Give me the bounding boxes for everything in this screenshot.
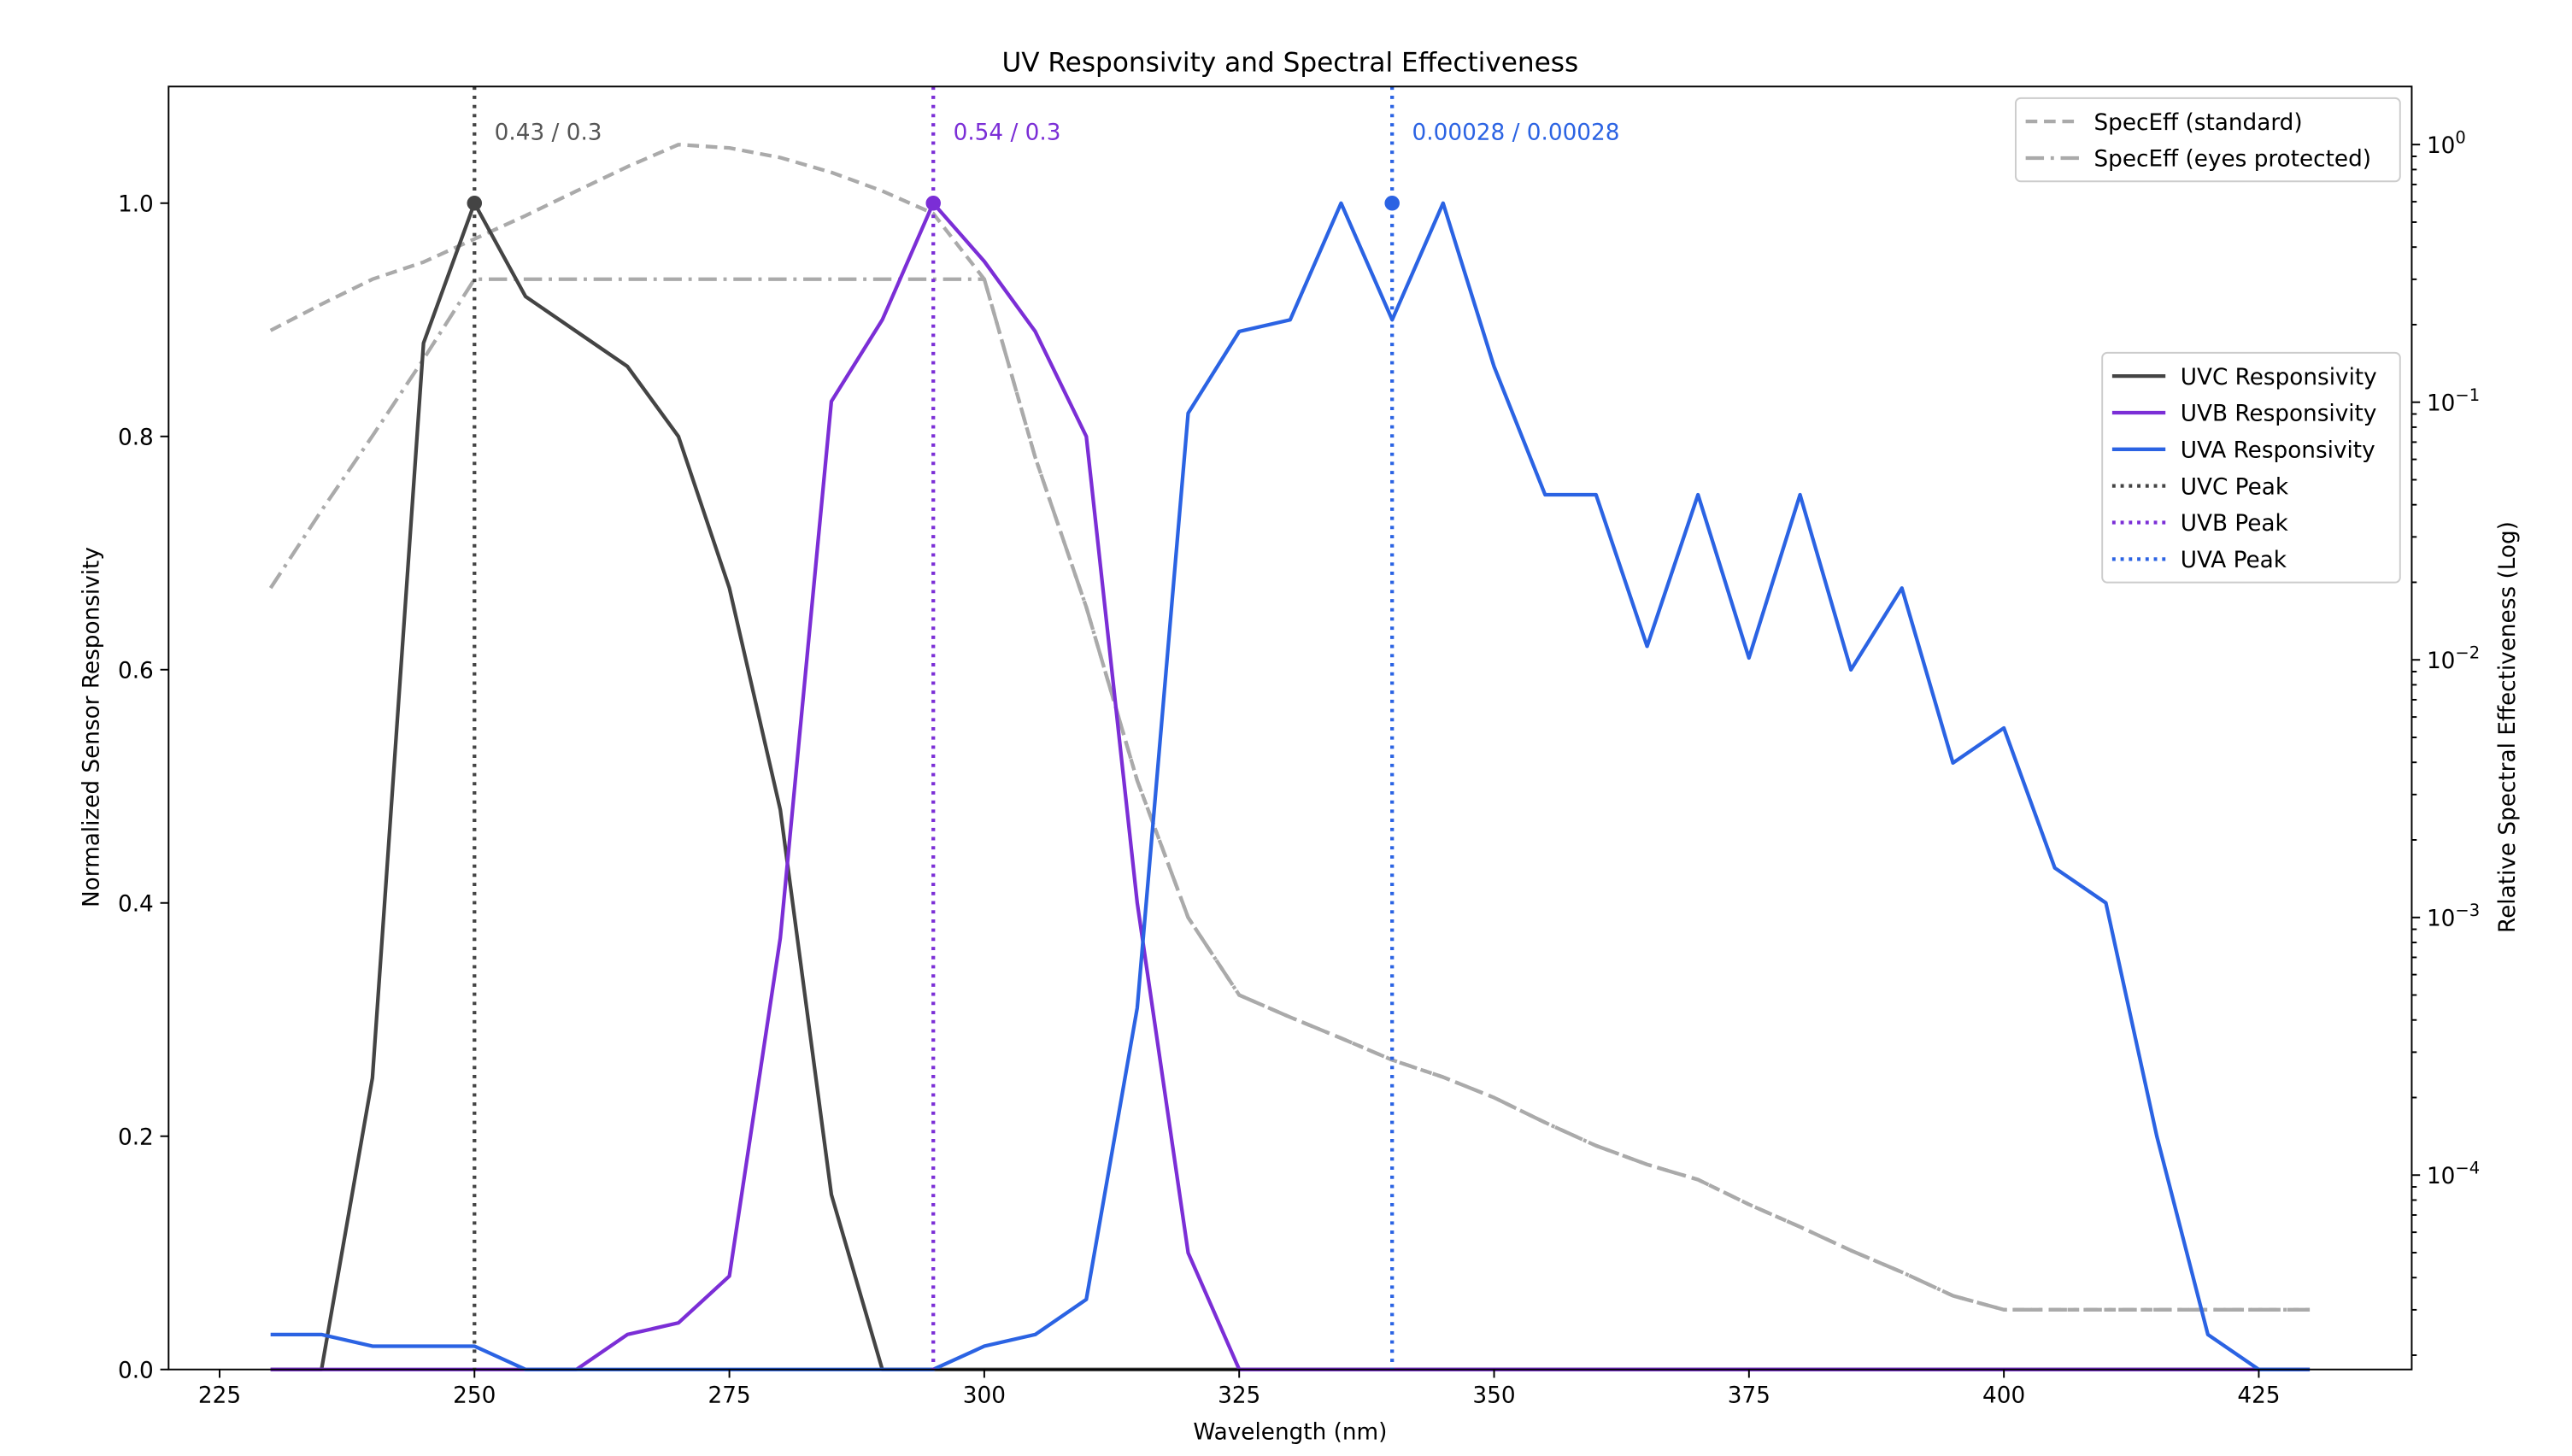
- y-tick-label: 0.2: [118, 1124, 154, 1150]
- legend-spec-eff: [2014, 97, 2401, 183]
- plot-area: 0.43 / 0.3 0.54 / 0.3 0.00028 / 0.00028: [268, 86, 2311, 1371]
- y-tick-label: 0.4: [118, 891, 154, 917]
- peak-annotation-0: 0.43 / 0.3: [495, 120, 602, 146]
- legend-label: SpecEff (standard): [2093, 110, 2302, 136]
- x-tick-label: 300: [963, 1383, 1006, 1409]
- peak-marker-0: [467, 195, 483, 211]
- y2-tick-label: 10−3: [2427, 901, 2480, 932]
- series-line-speceff-eyes-protected-: [268, 277, 2311, 1312]
- chart-title: UV Responsivity and Spectral Effectivene…: [1001, 48, 1578, 79]
- y-tick-label: 0.0: [118, 1358, 154, 1383]
- legend-label: UVC Responsivity: [2181, 365, 2377, 390]
- x-tick-label: 350: [1472, 1383, 1515, 1409]
- peak-annotation-1: 0.54 / 0.3: [954, 120, 1061, 146]
- legend-label: UVB Responsivity: [2181, 402, 2377, 427]
- y2-tick-label: 10−2: [2427, 643, 2480, 674]
- legend-label: UVC Peak: [2181, 474, 2289, 500]
- x-tick-label: 425: [2237, 1383, 2280, 1409]
- x-tick-label: 375: [1728, 1383, 1770, 1409]
- series-line-uva-responsivity: [270, 201, 2311, 1371]
- y2-tick-label: 10−4: [2427, 1158, 2480, 1189]
- x-tick-label: 250: [453, 1383, 496, 1409]
- peak-marker-2: [1384, 195, 1400, 211]
- series-line-uvb-responsivity: [270, 201, 2311, 1371]
- x-tick-label: 275: [708, 1383, 750, 1409]
- y2-tick-label: 10−1: [2427, 385, 2480, 417]
- y2-tick-label: 100: [2427, 127, 2466, 159]
- peak-marker-1: [925, 195, 941, 211]
- series-line-speceff-standard-: [269, 143, 2311, 1312]
- y2-axis-label: Relative Spectral Effectiveness (Log): [2495, 521, 2521, 933]
- y-tick-label: 0.6: [118, 658, 154, 684]
- x-axis-label: Wavelength (nm): [1193, 1420, 1387, 1446]
- legend-label: UVB Peak: [2181, 511, 2289, 537]
- legend-label: UVA Peak: [2181, 548, 2287, 573]
- y-tick-label: 0.8: [118, 425, 154, 450]
- peak-annotation-2: 0.00028 / 0.00028: [1412, 120, 1620, 146]
- y-axis-label: Normalized Sensor Responsivity: [79, 547, 105, 907]
- x-tick-label: 225: [198, 1383, 241, 1409]
- legend-label: UVA Responsivity: [2181, 438, 2375, 464]
- x-tick-label: 325: [1218, 1383, 1260, 1409]
- x-tick-label: 400: [1982, 1383, 2025, 1409]
- legend-label: SpecEff (eyes protected): [2093, 147, 2371, 173]
- y-tick-label: 1.0: [118, 192, 154, 218]
- legend-responsivity: [2101, 351, 2401, 584]
- axes-frame: [167, 85, 2413, 1371]
- series-line-uvc-responsivity: [270, 201, 2311, 1371]
